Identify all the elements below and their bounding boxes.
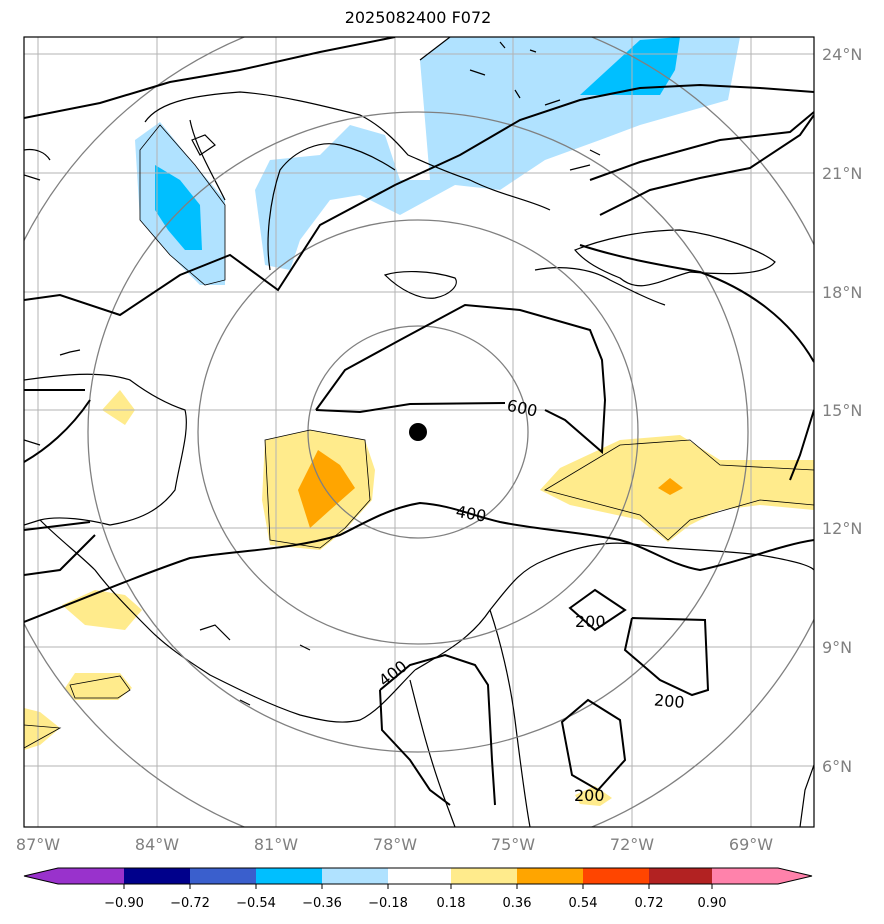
colorbar-tick-label: 0.72 [635,896,664,911]
storm-center-marker [409,423,427,441]
colorbar-swatch-7 [451,868,517,884]
range-rings [24,37,814,827]
lon-label-78w: 78°W [373,835,417,854]
colorbar-outline [23,867,813,885]
colorbar-tick-label: −0.18 [368,896,408,911]
lon-label-75w: 75°W [491,835,535,854]
colorbar-tick-label: 0.90 [698,896,727,911]
colorbar-swatch-8 [517,868,583,884]
contour-label-200-c: 200 [574,786,605,805]
shading-positive [24,390,814,806]
lat-label-21n: 21°N [822,164,862,183]
lat-label-12n: 12°N [822,519,862,538]
contour-label-600: 600 [505,396,539,421]
colorbar: −0.90 −0.72 −0.54 −0.36 −0.18 0.18 0.36 … [23,867,813,911]
lat-label-6n: 6°N [822,757,852,776]
colorbar-swatch-3 [190,868,256,884]
colorbar-tick-label: 0.54 [569,896,598,911]
colorbar-extend-high [778,868,812,884]
map-area: 600 400 200 200 200 400 [24,37,814,827]
colorbar-swatch-5 [322,868,388,884]
contour-label-200-a: 200 [575,612,606,631]
lon-label-87w: 87°W [16,835,60,854]
colorbar-swatch-1 [58,868,124,884]
colorbar-tick-label: 0.18 [437,896,466,911]
map-title: 2025082400 F072 [344,8,492,27]
map-frame [23,36,815,828]
lon-label-84w: 84°W [135,835,179,854]
thin-contours [24,124,814,749]
lat-label-18n: 18°N [822,283,862,302]
contour-label-200-b: 200 [653,690,685,712]
lat-label-24n: 24°N [822,45,862,64]
colorbar-swatch-4 [256,868,322,884]
contour-label-400-partial: 400 [375,656,411,690]
colorbar-swatch-6 [388,868,451,884]
height-contours [24,37,814,806]
colorbar-swatch-9 [583,868,649,884]
colorbar-tick-label: −0.90 [104,896,144,911]
colorbar-tick-label: 0.36 [503,896,532,911]
colorbar-tick-label: −0.36 [302,896,342,911]
lat-label-15n: 15°N [822,401,862,420]
contour-label-400: 400 [454,502,487,526]
colorbar-tick-label: −0.54 [236,896,276,911]
colorbar-extend-low [24,868,58,884]
colorbar-swatch-11 [712,868,778,884]
longitude-labels: 87°W 84°W 81°W 78°W 75°W 72°W 69°W [16,835,773,854]
colorbar-swatch-2 [124,868,190,884]
shading-negative [135,37,740,285]
graticule [24,37,814,827]
lon-label-72w: 72°W [610,835,654,854]
lon-label-81w: 81°W [254,835,298,854]
colorbar-tick-label: −0.72 [170,896,210,911]
latitude-labels: 24°N 21°N 18°N 15°N 12°N 9°N 6°N [822,45,862,776]
lat-label-9n: 9°N [822,638,852,657]
colorbar-swatch-10 [649,868,712,884]
lon-label-69w: 69°W [729,835,773,854]
